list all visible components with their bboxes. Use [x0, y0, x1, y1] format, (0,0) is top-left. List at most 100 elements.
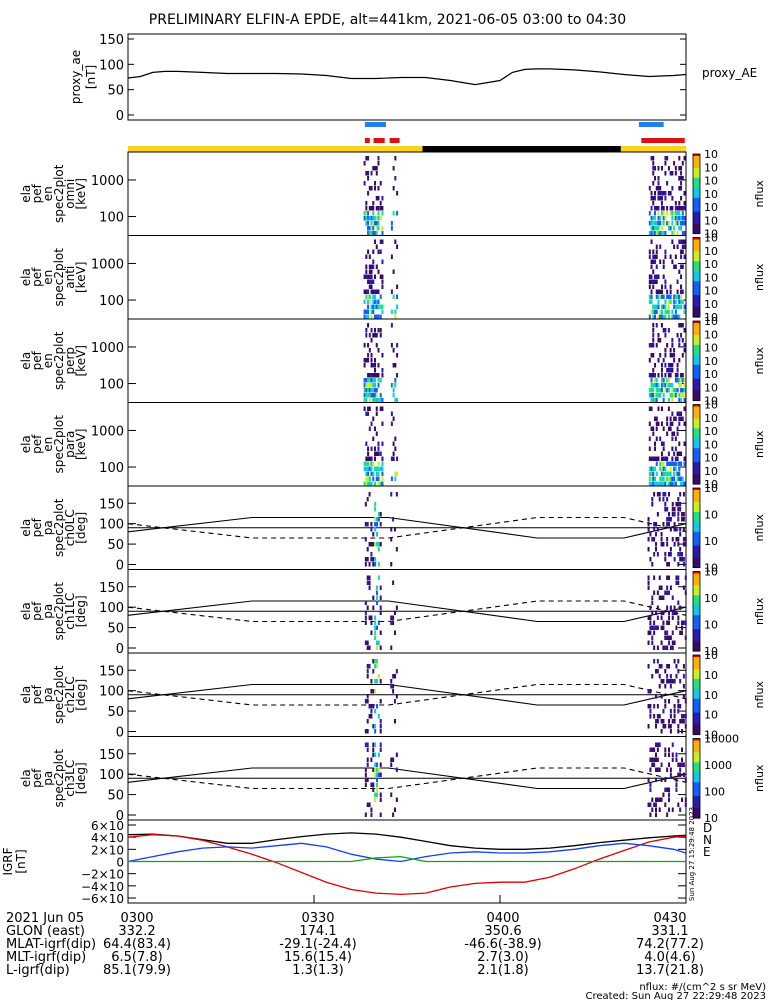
spectrogram-pixel: [676, 456, 679, 461]
pitch-angle-pixel: [374, 557, 377, 562]
spectrogram-pixel: [659, 436, 662, 441]
spectrogram-pixel: [669, 426, 672, 431]
spectrogram-pixel: [664, 314, 667, 319]
colorbar-segment: [693, 712, 700, 716]
colorbar-segment: [693, 722, 700, 726]
colorbar-segment: [693, 360, 700, 364]
pitch-angle-pixel: [366, 719, 369, 724]
spectrogram-pixel: [367, 456, 370, 461]
pitch-angle-pixel: [374, 635, 377, 640]
spectrogram-pixel: [683, 393, 686, 398]
pitch-angle-pixel: [681, 747, 684, 752]
spectrogram-pixel: [662, 446, 665, 451]
pitch-angle-pixel: [681, 797, 684, 802]
spectrogram-pixel: [683, 328, 686, 333]
spectrogram-pixel: [674, 254, 677, 259]
pitch-angle-pixel: [377, 512, 380, 517]
spectrogram-pixel: [654, 166, 657, 171]
pitch-angle-pixel: [649, 709, 652, 714]
spectrogram-pixel: [650, 373, 653, 378]
pitch-angle-pixel: [374, 689, 377, 694]
spectrogram-pixel: [681, 338, 684, 343]
pitch-angle-pixel: [662, 522, 665, 527]
colorbar-segment: [693, 676, 700, 680]
spectrogram-pixel: [394, 176, 397, 181]
colorbar-label: nflux: [753, 263, 766, 291]
spectrogram-pixel: [394, 383, 397, 388]
spectrogram-pixel: [370, 216, 373, 221]
spectrogram-pixel: [673, 416, 676, 421]
spectrogram-pixel: [673, 299, 676, 304]
spectrogram-pixel: [674, 299, 677, 304]
pitch-angle-pixel: [668, 522, 671, 527]
spectrogram-pixel: [683, 304, 686, 309]
colorbar-segment: [693, 635, 700, 638]
spectrogram-pixel: [652, 161, 655, 166]
spectrogram-pixel: [372, 294, 375, 299]
pitch-angle-tick-label: 100: [99, 685, 124, 700]
colorbar-segment: [693, 758, 700, 761]
colorbar-segment: [693, 412, 700, 416]
spectrogram-pixel: [680, 451, 683, 456]
colorbar-segment: [693, 322, 700, 326]
spectrogram-pixel: [370, 461, 373, 466]
spectrogram-pixel: [370, 358, 373, 363]
spectrogram-pixel: [667, 461, 670, 466]
spectrogram-pixel: [394, 436, 397, 441]
pitch-angle-pixel: [364, 600, 367, 605]
colorbar-tick-label: 104: [704, 271, 718, 284]
colorbar-segment: [693, 237, 700, 241]
spectrogram-pixel: [648, 274, 651, 279]
spectrogram-pixel: [669, 368, 672, 373]
pitch-angle-pixel: [656, 645, 659, 650]
pitch-angle-pixel: [669, 729, 672, 734]
spectrogram-pixel: [662, 398, 665, 403]
spectrogram-pixel: [673, 481, 676, 486]
pitch-angle-pixel: [682, 674, 685, 679]
spectrogram-pixel: [683, 406, 686, 411]
pitch-angle-pixel: [653, 747, 656, 752]
pitch-angle-pixel: [379, 542, 382, 547]
pitch-angle-pixel: [668, 724, 671, 729]
spectrogram-pixel: [367, 411, 370, 416]
spectrogram-pixel: [367, 314, 370, 319]
spectrogram-pixel: [655, 388, 658, 393]
colorbar-segment: [693, 195, 700, 199]
spectrogram-pixel: [655, 221, 658, 226]
colorbar-tick-label: 102: [704, 214, 718, 227]
pitch-angle-pixel: [372, 742, 375, 747]
pitch-angle-pixel: [666, 537, 669, 542]
spectrogram-pixel: [650, 221, 653, 226]
pitch-angle-pixel: [653, 645, 656, 650]
spectrogram-pixel: [664, 309, 667, 314]
pitch-angle-pixel: [668, 792, 671, 797]
colorbar-segment: [693, 611, 700, 614]
ephemeris-value: 15.6(15.4): [284, 950, 352, 965]
spectrogram-pixel: [365, 456, 368, 461]
spectrogram-pixel: [394, 314, 397, 319]
pitch-angle-pixel: [364, 537, 367, 542]
spectrogram-pixel: [390, 221, 393, 226]
ephemeris-value: 2.7(3.0): [477, 950, 529, 965]
pitch-angle-ylabel: spec2plot: [52, 582, 66, 641]
colorbar-segment: [693, 454, 700, 457]
spectrogram-pixel: [657, 206, 660, 211]
pitch-angle-pixel: [679, 630, 682, 635]
colorbar-segment: [693, 464, 700, 467]
energy-panel-ylabel: en: [41, 186, 55, 201]
pitch-angle-pixel: [368, 580, 371, 585]
ephemeris-row-label: GLON (east): [6, 924, 85, 939]
colorbar-segment: [693, 495, 700, 499]
spectrogram-pixel: [394, 156, 397, 161]
pitch-angle-pixel: [660, 542, 663, 547]
spectrogram-pixel: [394, 446, 397, 451]
spectrogram-pixel: [370, 206, 373, 211]
spectrogram-pixel: [379, 481, 382, 486]
spectrogram-pixel: [370, 284, 373, 289]
pitch-angle-pixel: [370, 812, 373, 817]
pitch-angle-pixel: [655, 767, 657, 772]
pitch-angle-pixel: [376, 767, 378, 772]
spectrogram-pixel: [650, 426, 653, 431]
spectrogram-pixel: [667, 383, 670, 388]
pitch-angle-pixel: [372, 747, 375, 752]
